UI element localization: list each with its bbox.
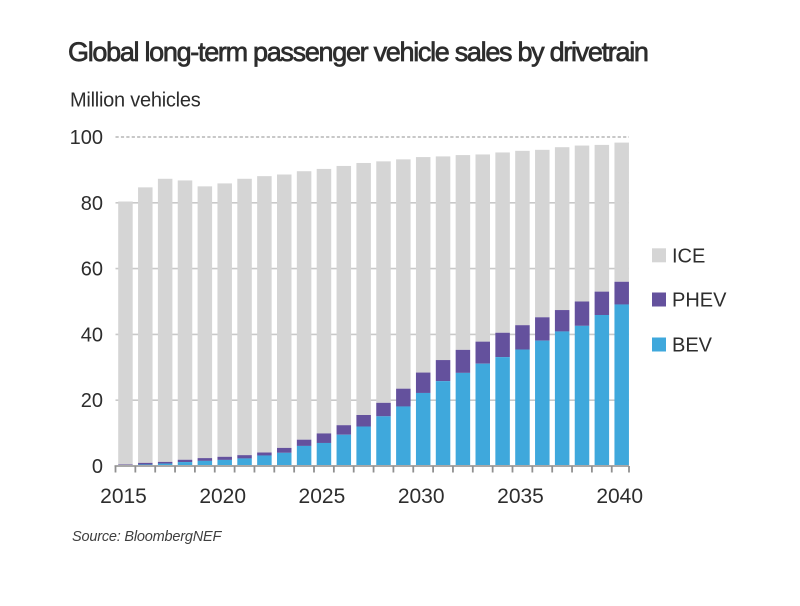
svg-text:Global long-term passenger veh: Global long-term passenger vehicle sales… <box>68 37 648 67</box>
svg-text:PHEV: PHEV <box>672 290 727 312</box>
svg-text:2030: 2030 <box>398 485 445 508</box>
svg-text:2015: 2015 <box>100 485 147 508</box>
svg-text:2040: 2040 <box>596 485 643 508</box>
svg-text:BEV: BEV <box>672 335 713 357</box>
svg-text:20: 20 <box>81 390 103 412</box>
svg-text:0: 0 <box>92 456 103 478</box>
svg-text:2035: 2035 <box>497 485 544 508</box>
svg-text:ICE: ICE <box>672 245 705 267</box>
svg-text:Million vehicles: Million vehicles <box>70 90 201 112</box>
svg-text:40: 40 <box>81 324 103 346</box>
svg-text:Source: BloombergNEF: Source: BloombergNEF <box>72 529 222 545</box>
svg-text:100: 100 <box>70 127 103 149</box>
svg-text:80: 80 <box>81 193 103 215</box>
svg-text:2020: 2020 <box>199 485 246 508</box>
svg-text:2025: 2025 <box>299 485 346 508</box>
svg-text:60: 60 <box>81 259 103 281</box>
